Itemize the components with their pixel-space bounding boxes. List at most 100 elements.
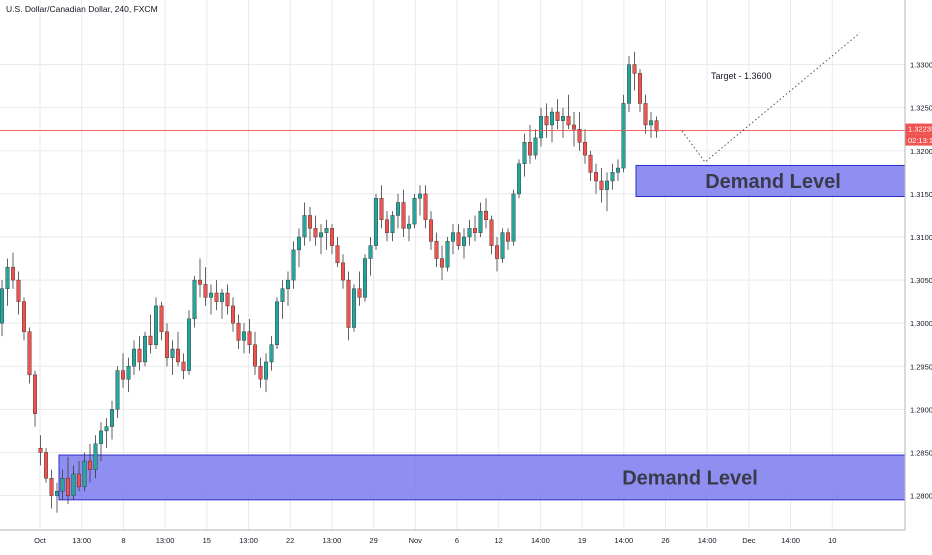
- candle-body: [258, 366, 263, 380]
- x-tick-label: Dec: [742, 536, 756, 545]
- candle-body: [104, 426, 109, 432]
- y-tick-label: 1.32000: [910, 147, 932, 156]
- candle-body: [280, 288, 285, 302]
- candle-body: [10, 266, 15, 281]
- y-tick-label: 1.32500: [910, 104, 932, 113]
- candle-body: [599, 180, 604, 190]
- candle-body: [385, 219, 390, 233]
- x-tick-label: 10: [828, 536, 836, 545]
- y-tick-label: 1.28500: [910, 448, 932, 457]
- candle-body: [93, 443, 98, 470]
- current-price-label: 1.32235: [908, 125, 932, 134]
- candle-body: [390, 215, 395, 233]
- x-tick-label: 14:00: [614, 536, 633, 545]
- x-tick-label: 12: [495, 536, 503, 545]
- candle-body: [456, 232, 461, 246]
- x-tick-label: 15: [203, 536, 211, 545]
- x-tick-label: 26: [661, 536, 669, 545]
- candle-body: [33, 374, 38, 414]
- candle-body: [230, 305, 235, 324]
- y-tick-label: 1.29500: [910, 362, 932, 371]
- candle-body: [649, 120, 654, 126]
- countdown-label: 02:13:10: [908, 136, 932, 145]
- candle-body: [467, 228, 472, 238]
- candle-body: [126, 366, 131, 380]
- y-tick-label: 1.31000: [910, 233, 932, 242]
- candle-body: [561, 116, 566, 121]
- candle-body: [572, 124, 577, 130]
- candle-body: [484, 210, 489, 220]
- candle-body: [264, 361, 269, 380]
- candle-body: [186, 318, 191, 371]
- overlays: 1.32235 02:13:10 Target - 1.3600: [0, 32, 932, 163]
- candle-body: [302, 215, 307, 238]
- candle-body: [291, 249, 296, 281]
- candle-body: [616, 167, 621, 173]
- candle-body: [429, 219, 434, 242]
- candle-body: [131, 348, 136, 367]
- candle-body: [495, 245, 500, 259]
- candle-body: [55, 491, 60, 496]
- candle-body: [627, 64, 632, 104]
- candle-body: [566, 116, 571, 126]
- candle-body: [297, 236, 302, 251]
- candle-body: [27, 331, 32, 376]
- chart-title: U.S. Dollar/Canadian Dollar, 240, FXCM: [6, 4, 158, 14]
- candle-body: [142, 335, 147, 363]
- candle-body: [22, 301, 27, 332]
- y-tick-label: 1.31500: [910, 190, 932, 199]
- candle-body: [313, 228, 318, 238]
- demand-zone: [58, 454, 906, 501]
- x-tick-label: 6: [455, 536, 459, 545]
- candle-body: [308, 215, 313, 229]
- candle-body: [643, 103, 648, 126]
- plot-background: [0, 0, 905, 530]
- candle-body: [82, 460, 87, 488]
- candle-body: [247, 331, 252, 345]
- candles[interactable]: [0, 51, 659, 513]
- candle-body: [76, 473, 81, 488]
- candle-body: [98, 430, 103, 445]
- candle-body: [44, 452, 49, 479]
- candle-body: [544, 116, 549, 126]
- demand-zone-label: Demand Level: [622, 467, 758, 489]
- candle-body: [368, 245, 373, 259]
- candle-body: [555, 111, 560, 121]
- x-tick-label: 13:00: [239, 536, 258, 545]
- candle-body: [115, 370, 120, 410]
- y-tick-label: 1.29000: [910, 405, 932, 414]
- candle-body: [478, 210, 483, 233]
- candle-body: [352, 288, 357, 328]
- candle-body: [252, 344, 257, 367]
- candle-body: [335, 245, 340, 264]
- candle-body: [164, 331, 169, 358]
- candle-body: [269, 344, 274, 363]
- candle-body: [451, 232, 456, 242]
- candle-body: [533, 137, 538, 156]
- candle-body: [550, 111, 555, 126]
- candle-body: [528, 141, 533, 156]
- candle-body: [65, 478, 70, 496]
- candle-body: [434, 241, 439, 259]
- candle-body: [489, 219, 494, 246]
- candle-body: [286, 279, 291, 289]
- candle-body: [203, 284, 208, 298]
- candle-body: [324, 228, 329, 233]
- x-tick-label: 14:00: [698, 536, 717, 545]
- x-tick-label: 14:00: [781, 536, 800, 545]
- x-tick-label: 13:00: [72, 536, 91, 545]
- candle-body: [109, 409, 114, 427]
- y-tick-label: 1.30500: [910, 276, 932, 285]
- candle-body: [197, 279, 202, 285]
- x-tick-label: 8: [121, 536, 125, 545]
- candle-body: [214, 292, 219, 302]
- y-tick-label: 1.33000: [910, 61, 932, 70]
- current-price-tag: [905, 123, 932, 135]
- demand-zone: [635, 164, 906, 197]
- zones: Demand Level Demand Level: [58, 164, 906, 501]
- candle-body: [192, 279, 197, 320]
- candle-body: [632, 64, 637, 74]
- candle-body: [418, 193, 423, 199]
